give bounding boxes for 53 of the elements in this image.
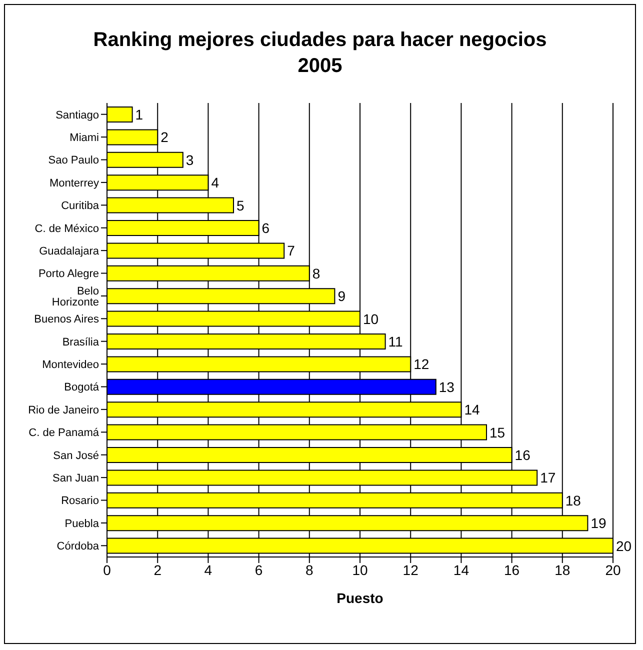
y-tick-label: Bogotá [64,382,100,394]
y-tick-label: Miami [70,132,99,144]
y-tick-label: Porto Alegre [38,268,99,280]
data-label: 6 [262,220,270,236]
y-tick-label: Sao Paulo [48,154,99,167]
data-label: 2 [160,129,169,146]
x-tick-label: 20 [605,562,621,578]
x-tick-label: 2 [154,562,162,578]
y-tick-label: C. de Panamá [28,427,100,440]
y-tick-label: Brasília [62,336,100,348]
y-tick-label: Guadalajara [39,245,100,258]
x-tick-label: 12 [402,562,419,578]
data-label: 16 [514,446,531,463]
data-label: 9 [338,288,346,304]
x-tick-label: 6 [254,562,263,578]
data-label: 19 [590,515,606,532]
x-tick-label: 8 [306,562,314,578]
x-tick-label: 10 [352,562,368,578]
x-axis-title: Puesto [336,590,384,606]
data-label: 1 [135,106,144,122]
y-tick-label: Rio de Janeiro [28,404,99,416]
x-tick-label: 14 [453,562,470,578]
data-label: 13 [438,378,455,395]
data-label: 3 [186,152,194,168]
data-label: 14 [464,402,480,418]
chart-title: Ranking mejores ciudades para hacer negocios 2005 [92,28,548,79]
y-tick-label: Puebla [64,518,100,530]
x-tick-label: 18 [554,562,570,578]
y-tick-label: Santiago [56,109,99,122]
y-tick-label: Buenos Aires [34,314,100,326]
data-label: 7 [287,242,296,259]
data-label: 17 [540,470,556,486]
y-tick-label: San Juan [52,472,99,484]
y-tick-label: Rosario [61,495,99,508]
x-tick-label: 16 [504,562,520,578]
y-tick-label: Belo Horizonte [52,285,99,308]
data-label: 8 [312,265,320,282]
y-tick-label: Curitiba [61,200,100,212]
y-tick-label: C. de México [34,222,99,235]
x-tick-label: 4 [204,562,212,578]
data-label: 20 [616,538,632,554]
data-label: 12 [414,356,430,372]
data-label: 18 [565,492,582,508]
data-label: 4 [211,174,220,191]
y-tick-label: Córdoba [56,540,100,553]
data-label: 5 [236,197,244,214]
y-tick-label: Montevideo [42,358,99,371]
data-label: 15 [490,424,506,440]
y-tick-label: San José [53,450,99,462]
data-label: 10 [363,310,379,327]
data-label: 11 [388,333,404,350]
x-tick-label: 0 [103,562,112,578]
y-tick-label: Monterrey [49,177,100,190]
